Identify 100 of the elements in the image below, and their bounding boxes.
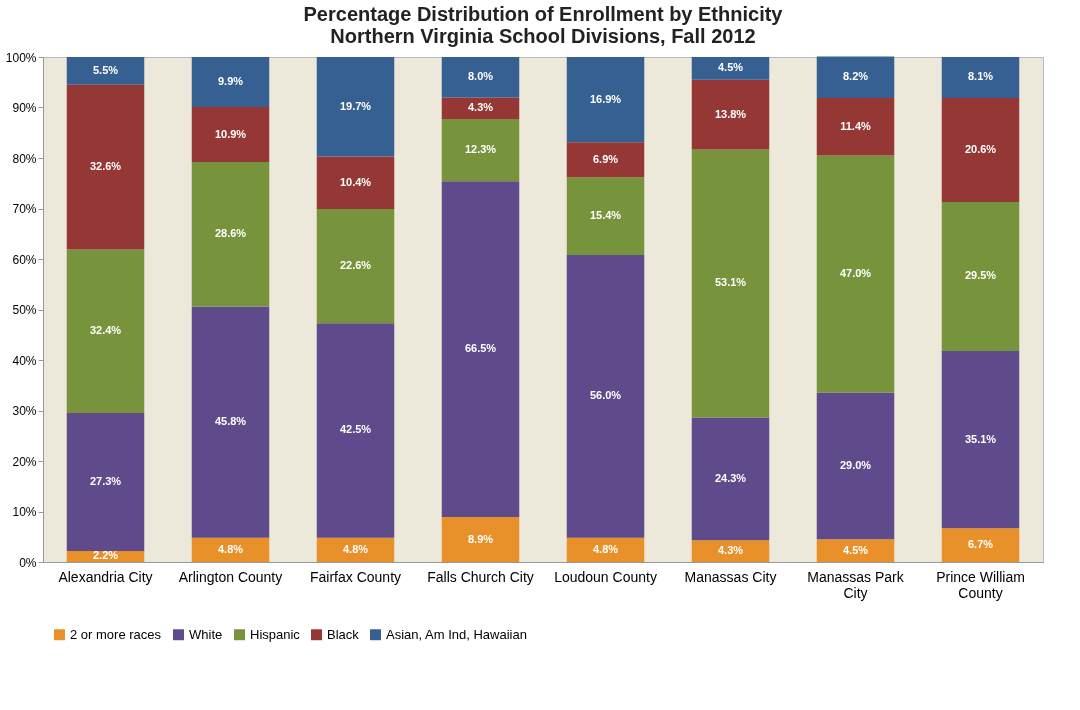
legend-label: Asian, Am Ind, Hawaiian (386, 626, 527, 642)
bar (316, 57, 395, 157)
bar (191, 537, 270, 562)
y-tick-label: 40% (12, 353, 37, 368)
data-label: 45.8% (214, 415, 247, 428)
bar (941, 57, 1020, 98)
bar (441, 57, 520, 98)
x-tick-label: Manassas Park City (807, 568, 905, 601)
bar (816, 56, 895, 98)
bar (441, 181, 520, 518)
bar (316, 537, 395, 562)
data-label: 32.4% (89, 324, 122, 337)
legend-label: 2 or more races (70, 626, 162, 642)
bar (566, 254, 645, 538)
data-label: 2.2% (92, 549, 119, 562)
data-label: 6.9% (592, 152, 619, 165)
bar (66, 413, 145, 551)
x-tick-label: Manassas City (684, 568, 777, 585)
data-label: 8.2% (842, 70, 869, 83)
bar (191, 306, 270, 538)
data-label: 19.7% (339, 99, 372, 112)
data-label: 32.6% (89, 160, 122, 173)
data-label: 11.4% (840, 119, 872, 132)
bar (816, 392, 895, 540)
data-label: 27.3% (89, 474, 122, 487)
data-label: 8.9% (467, 532, 494, 545)
bar (691, 540, 770, 562)
data-label: 12.3% (464, 143, 497, 156)
bar (316, 323, 395, 538)
y-tick-label: 30% (12, 404, 37, 418)
y-tick-label: 100% (5, 50, 37, 65)
bar (566, 57, 645, 143)
x-tick-label: Arlington County (178, 568, 283, 585)
data-label: 35.1% (964, 432, 997, 445)
x-tick-label: Fairfax County (309, 568, 402, 585)
data-label: 16.9% (589, 92, 622, 105)
data-label: 29.0% (839, 459, 872, 472)
bar (566, 537, 645, 562)
data-label: 66.5% (464, 342, 497, 355)
data-label: 47.0% (839, 267, 872, 280)
data-label: 4.3% (717, 544, 744, 557)
bar (566, 142, 645, 178)
y-tick-label: 70% (12, 202, 37, 216)
bar (441, 517, 520, 562)
x-tick-label: Alexandria City (58, 568, 153, 585)
bar (691, 149, 770, 418)
data-label: 8.0% (467, 70, 494, 83)
data-label: 4.8% (217, 542, 244, 555)
bar (941, 97, 1020, 202)
data-label: 56.0% (589, 389, 622, 402)
legend-label: Black (327, 626, 360, 642)
data-label: 4.5% (717, 61, 744, 74)
legend-label: White (189, 626, 223, 642)
bar (816, 539, 895, 562)
bar (566, 177, 645, 255)
data-label: 42.5% (339, 423, 372, 436)
bar (316, 209, 395, 324)
data-label: 6.7% (967, 538, 994, 551)
bar (191, 162, 270, 307)
data-label: 10.9% (214, 127, 247, 140)
y-tick-label: 50% (12, 303, 37, 317)
data-label: 4.8% (592, 542, 619, 555)
y-tick-label: 80% (12, 151, 37, 166)
bar (691, 417, 770, 541)
y-tick-label: 20% (12, 454, 37, 469)
data-label: 9.9% (217, 75, 244, 87)
data-label: 4.3% (467, 101, 494, 114)
bar (191, 57, 270, 107)
text: Percentage Distribution of Enrollment by Ethnicity (303, 3, 783, 25)
data-label: 53.1% (714, 276, 747, 289)
bar (66, 84, 145, 250)
x-tick-label: Loudoun County (554, 568, 657, 585)
bar (816, 97, 895, 156)
bar (66, 57, 145, 85)
bar (316, 156, 395, 209)
bar (941, 201, 1020, 351)
bar (66, 249, 145, 414)
data-label: 13.8% (714, 107, 747, 120)
y-tick-label: 60% (12, 252, 37, 267)
bar (441, 119, 520, 182)
data-label: 5.5% (92, 63, 119, 76)
y-tick-label: 0% (19, 555, 37, 570)
data-label: 10.4% (339, 175, 372, 188)
y-tick-label: 90% (12, 101, 37, 115)
data-label: 15.4% (589, 209, 622, 222)
bar (691, 79, 770, 150)
bar (816, 155, 895, 393)
data-label: 22.6% (339, 259, 372, 272)
data-label: 28.6% (214, 227, 247, 240)
data-label: 24.3% (714, 471, 747, 484)
bar (941, 350, 1020, 529)
y-tick-label: 10% (12, 505, 37, 519)
bar (941, 528, 1020, 562)
bar (691, 57, 770, 80)
data-label: 4.5% (842, 543, 869, 556)
legend-label: Hispanic (250, 626, 301, 642)
data-label: 8.1% (967, 70, 994, 83)
x-tick-label: Prince William County (936, 568, 1025, 601)
data-label: 4.8% (342, 542, 369, 555)
x-tick-label: Falls Church City (427, 568, 534, 585)
